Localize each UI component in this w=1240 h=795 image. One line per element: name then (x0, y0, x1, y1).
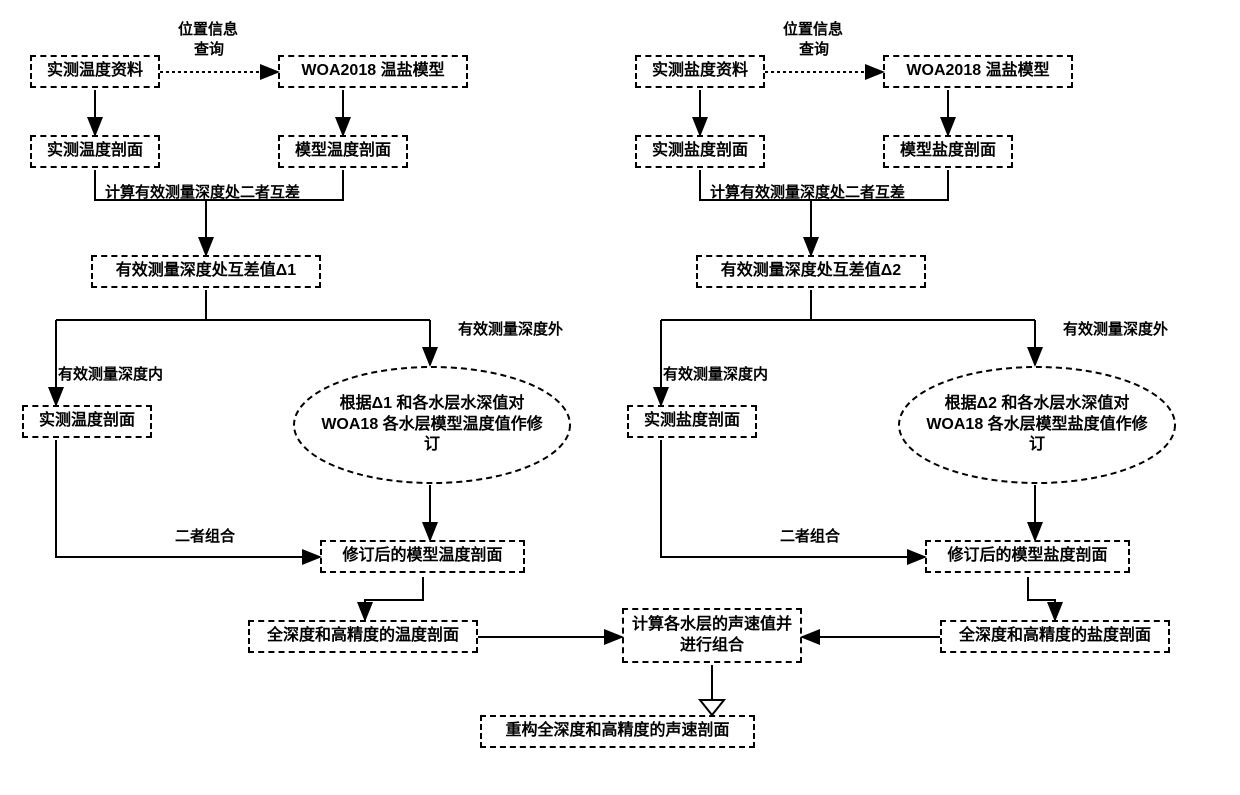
box-full-temp: 全深度和高精度的温度剖面 (248, 620, 478, 653)
t: 模型温度剖面 (295, 141, 391, 162)
box-model-temp-profile: 模型温度剖面 (278, 135, 408, 168)
box-model-salt-profile: 模型盐度剖面 (883, 135, 1013, 168)
t: 重构全深度和高精度的声速剖面 (505, 721, 729, 742)
t: 全深度和高精度的温度剖面 (267, 626, 459, 647)
t: 修订后的模型温度剖面 (342, 546, 502, 567)
box-temp-profile2: 实测温度剖面 (22, 405, 152, 438)
t: 实测盐度资料 (652, 61, 748, 82)
box-salt-profile: 实测盐度剖面 (635, 135, 765, 168)
ellipse-salt-correction: 根据Δ2 和各水层水深值对 WOA18 各水层模型盐度值作修订 (897, 365, 1177, 485)
ellipse-temp-correction: 根据Δ1 和各水层水深值对 WOA18 各水层模型温度值作修订 (292, 365, 572, 485)
box-salt-data: 实测盐度资料 (635, 55, 765, 88)
box-full-salt: 全深度和高精度的盐度剖面 (940, 620, 1170, 653)
t: 根据Δ2 和各水层水深值对 WOA18 各水层模型盐度值作修订 (897, 394, 1177, 456)
t: 有效测量深度处互差值Δ2 (721, 261, 901, 282)
t: WOA2018 温盐模型 (906, 61, 1049, 82)
t: 实测温度剖面 (47, 141, 143, 162)
label-pos2-r: 查询 (799, 38, 829, 59)
t: 修订后的模型盐度剖面 (947, 546, 1107, 567)
t: 实测温度资料 (47, 61, 143, 82)
label-pos2-l: 查询 (194, 38, 224, 59)
label-calc-r: 计算有效测量深度处二者互差 (710, 181, 905, 202)
box-calc-sound: 计算各水层的声速值并进行组合 (622, 608, 802, 663)
t: 全深度和高精度的盐度剖面 (959, 626, 1151, 647)
label-combine-l: 二者组合 (175, 525, 235, 546)
box-corrected-temp: 修订后的模型温度剖面 (320, 540, 525, 573)
box-delta2: 有效测量深度处互差值Δ2 (696, 255, 926, 288)
label-outside-l: 有效测量深度外 (458, 318, 563, 339)
t: 有效测量深度处互差值Δ1 (116, 261, 296, 282)
label-within-r: 有效测量深度内 (663, 363, 768, 384)
t: 根据Δ1 和各水层水深值对 WOA18 各水层模型温度值作修订 (292, 394, 572, 456)
t: 模型盐度剖面 (900, 141, 996, 162)
label-combine-r: 二者组合 (780, 525, 840, 546)
box-temp-profile: 实测温度剖面 (30, 135, 160, 168)
box-delta1: 有效测量深度处互差值Δ1 (91, 255, 321, 288)
box-corrected-salt: 修订后的模型盐度剖面 (925, 540, 1130, 573)
label-within-l: 有效测量深度内 (58, 363, 163, 384)
label-pos1-l: 位置信息 (178, 18, 238, 39)
t: 实测盐度剖面 (644, 411, 740, 432)
label-outside-r: 有效测量深度外 (1063, 318, 1168, 339)
t: 实测温度剖面 (39, 411, 135, 432)
box-woa-right: WOA2018 温盐模型 (883, 55, 1073, 88)
box-salt-profile2: 实测盐度剖面 (627, 405, 757, 438)
label-pos1-r: 位置信息 (783, 18, 843, 39)
t: 计算各水层的声速值并进行组合 (630, 615, 794, 657)
t: 实测盐度剖面 (652, 141, 748, 162)
box-temp-data: 实测温度资料 (30, 55, 160, 88)
box-final: 重构全深度和高精度的声速剖面 (480, 715, 755, 748)
box-woa-left: WOA2018 温盐模型 (278, 55, 468, 88)
t: WOA2018 温盐模型 (301, 61, 444, 82)
label-calc-l: 计算有效测量深度处二者互差 (105, 181, 300, 202)
